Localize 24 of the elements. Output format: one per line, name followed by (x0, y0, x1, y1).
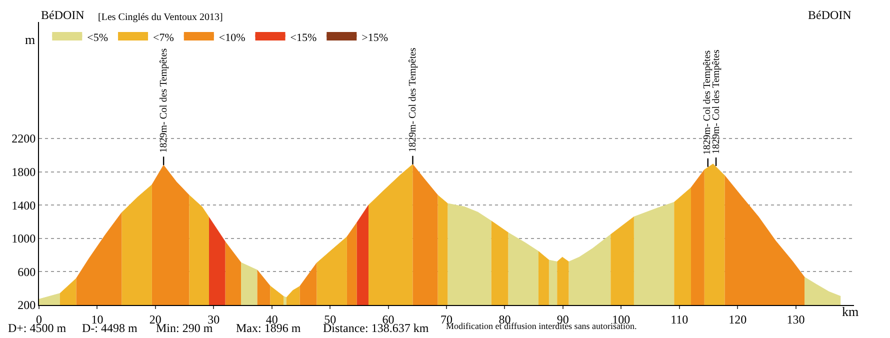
x-axis-title: km (842, 304, 859, 319)
annotation: 1829m- Col des Tempêtes (702, 50, 714, 155)
legend-label: <10% (218, 32, 246, 44)
chart-title: [Les Cinglés du Ventoux 2013] (98, 12, 223, 23)
legend-label: <15% (290, 32, 317, 44)
legend-label: >15% (362, 32, 388, 44)
annotation: BéDOIN (808, 8, 852, 22)
y-axis-title: m (25, 32, 36, 47)
x-tick-label: 120 (728, 312, 747, 326)
x-tick-label: 30 (208, 312, 220, 326)
legend-label: <7% (153, 32, 174, 44)
annotation: 1829m- Col des Tempêtes (711, 50, 722, 154)
y-tick-label: 1800 (12, 165, 36, 180)
y-tick-label: 2200 (12, 132, 36, 146)
x-tick-label: 110 (670, 312, 688, 326)
y-tick-label: 200 (18, 298, 36, 312)
y-tick-label: 1400 (12, 198, 36, 212)
legend-label: <5% (87, 32, 108, 44)
annotation: BéDOIN (41, 8, 85, 22)
y-tick-label: 1000 (12, 232, 36, 246)
x-tick-label: 130 (786, 312, 805, 326)
annotation: 1829m- Col des Tempêtes (407, 48, 418, 152)
y-tick-label: 600 (18, 264, 36, 279)
annotation: 1829m- Col des Tempêtes (158, 48, 170, 153)
